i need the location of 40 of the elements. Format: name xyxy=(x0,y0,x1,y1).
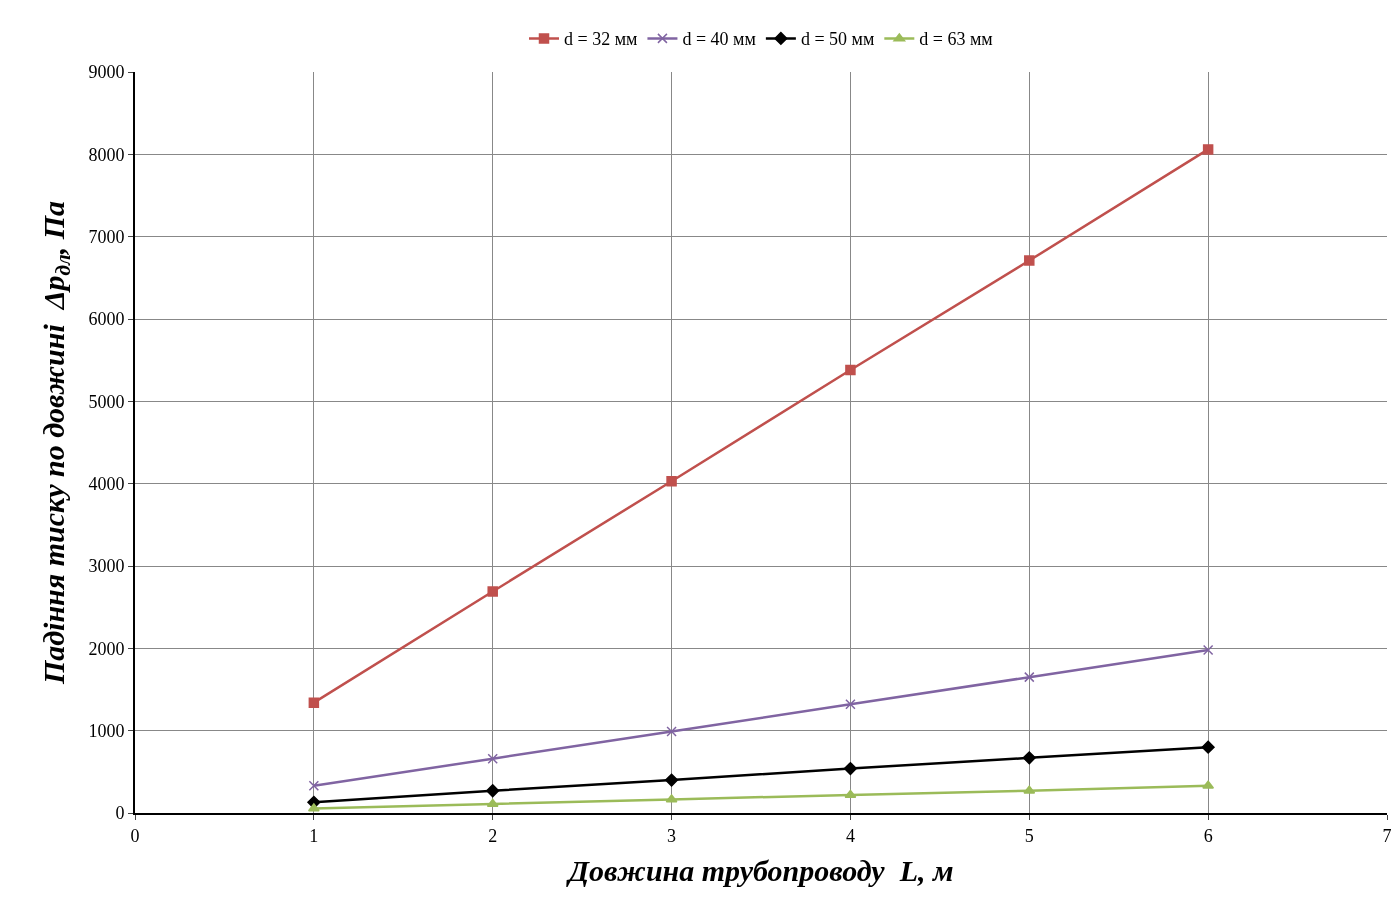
x-tick-label: 3 xyxy=(667,825,677,846)
x-axis-title: Довжина трубопроводу L, м xyxy=(565,853,954,887)
point xyxy=(1024,671,1035,683)
point xyxy=(1202,144,1214,155)
x-tick-label: 4 xyxy=(845,825,855,846)
point xyxy=(843,761,858,776)
y-tick-label: 7000 xyxy=(88,226,125,247)
y-tick-label: 6000 xyxy=(88,309,125,330)
point xyxy=(1022,751,1036,765)
point xyxy=(308,780,320,792)
x-tick-label: 1 xyxy=(309,825,319,846)
point xyxy=(666,475,677,487)
x-tick-label: 6 xyxy=(1203,825,1213,846)
point xyxy=(1024,255,1035,266)
x-tick-label: 7 xyxy=(1382,825,1392,846)
legend-label: d = 32 мм xyxy=(564,29,638,50)
y-tick-label: 2000 xyxy=(88,638,125,659)
point xyxy=(666,726,677,737)
point xyxy=(486,784,500,798)
point xyxy=(1201,740,1215,754)
y-tick-label: 1000 xyxy=(88,720,125,741)
x-tick-label: 2 xyxy=(488,825,498,846)
legend-label: d = 63 мм xyxy=(919,29,993,50)
y-tick-label: 3000 xyxy=(88,556,125,577)
legend-label: d = 50 мм xyxy=(800,29,875,50)
point xyxy=(1202,644,1214,656)
x-tick-label: 5 xyxy=(1024,825,1034,846)
point xyxy=(487,753,498,764)
y-tick-label: 0 xyxy=(115,803,125,824)
y-tick-label: 9000 xyxy=(88,62,125,83)
point xyxy=(308,697,320,708)
x-tick-label: 0 xyxy=(130,825,140,846)
point xyxy=(664,773,679,787)
y-tick-label: 8000 xyxy=(88,144,125,165)
legend-label: d = 40 мм xyxy=(682,29,756,50)
y-tick-label: 5000 xyxy=(88,391,125,412)
point xyxy=(487,586,498,597)
point xyxy=(845,364,856,376)
point xyxy=(845,699,856,710)
y-tick-label: 4000 xyxy=(88,473,125,494)
